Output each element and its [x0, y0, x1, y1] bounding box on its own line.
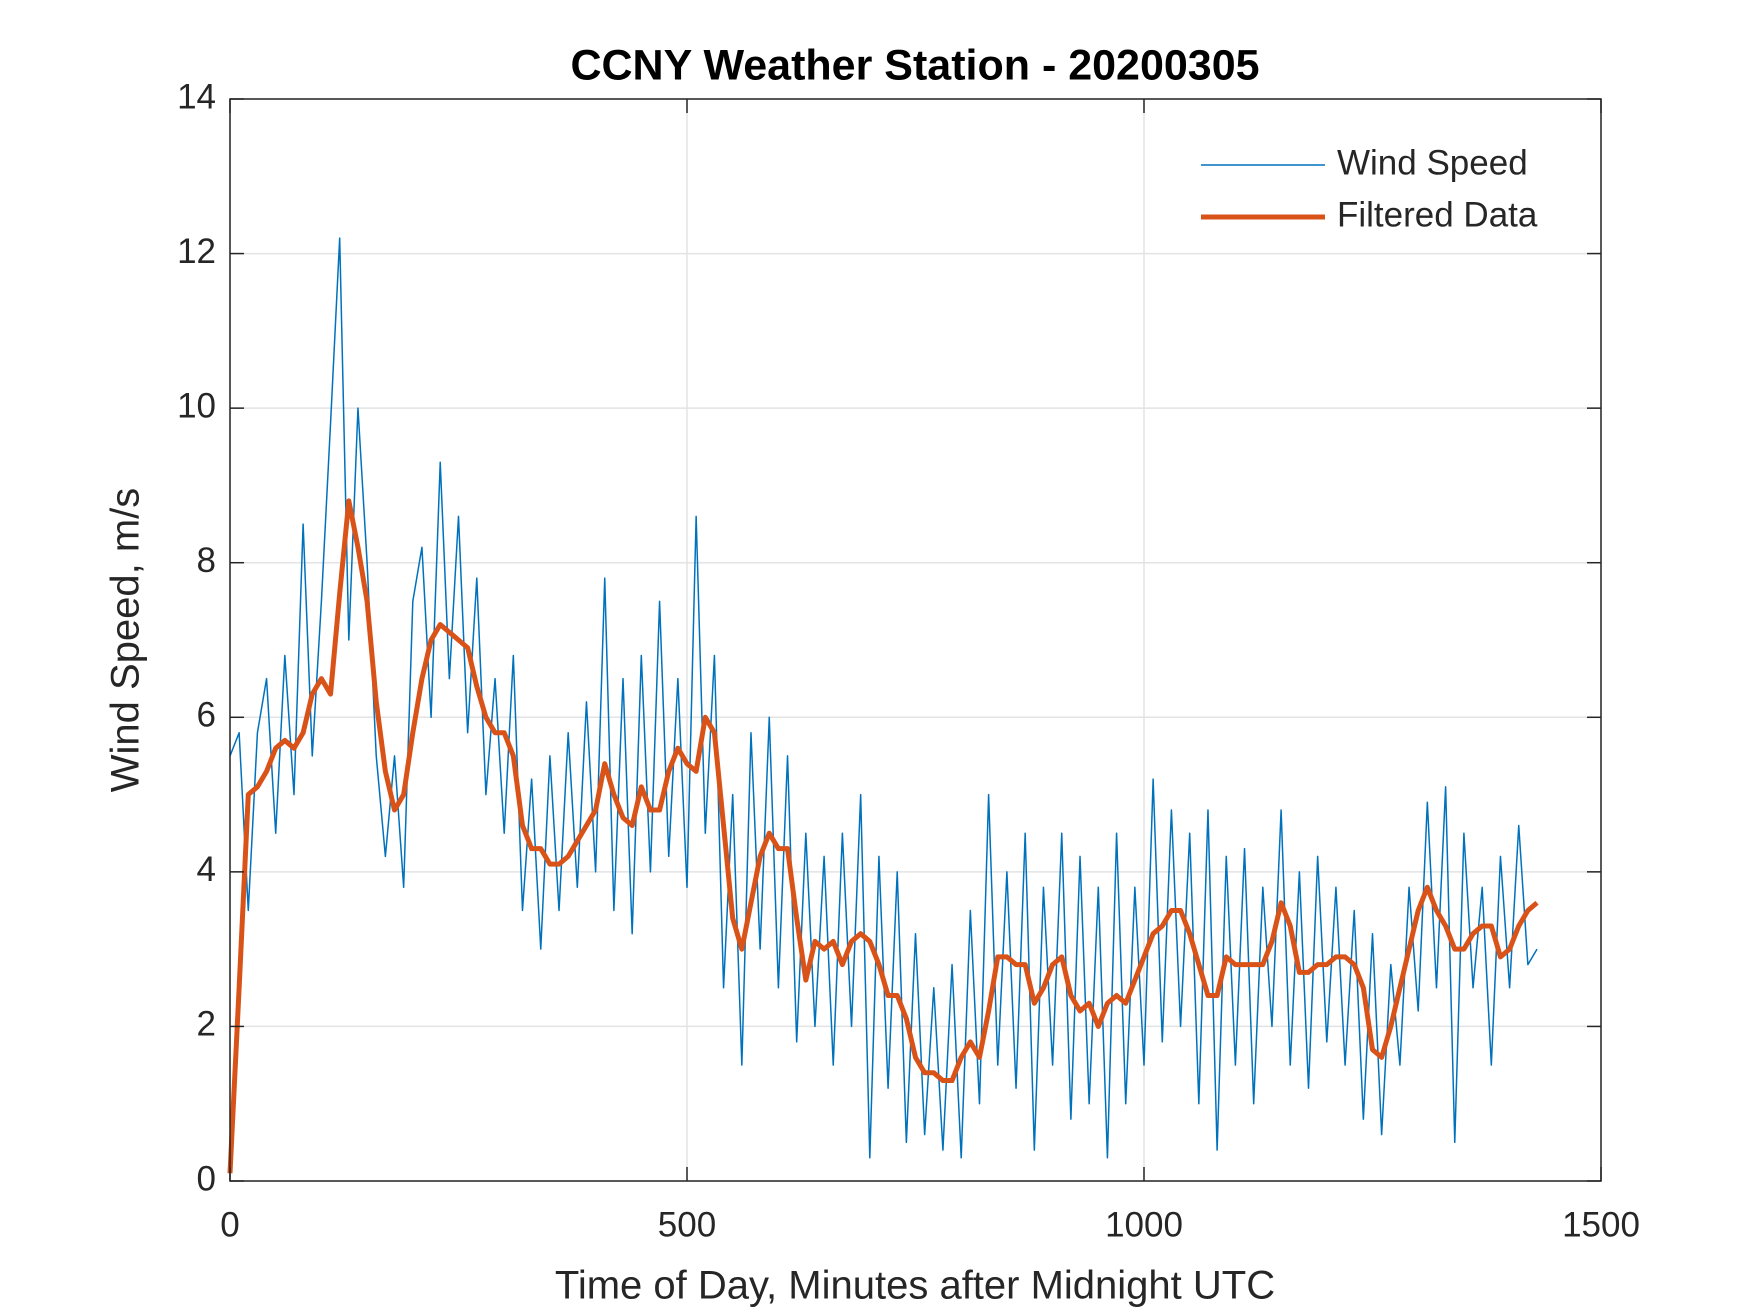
y-tick-label: 10 [177, 386, 216, 425]
x-tick-label: 1000 [1105, 1205, 1183, 1244]
y-tick-label: 0 [197, 1159, 216, 1198]
x-tick-label: 0 [220, 1205, 239, 1244]
chart-title: CCNY Weather Station - 20200305 [570, 41, 1259, 89]
legend: Wind Speed Filtered Data [1201, 143, 1538, 234]
x-tick-label: 1500 [1562, 1205, 1640, 1244]
y-tick-label: 2 [197, 1005, 216, 1044]
y-tick-label: 14 [177, 77, 216, 116]
ticks: 0 500 1000 1500 0 2 4 6 8 10 12 14 [177, 77, 1640, 1244]
y-tick-label: 6 [197, 696, 216, 735]
x-axis-label: Time of Day, Minutes after Midnight UTC [555, 1264, 1275, 1308]
plot-area [227, 237, 1539, 1174]
y-tick-label: 12 [177, 232, 216, 271]
legend-label: Filtered Data [1337, 195, 1538, 234]
axes-box [229, 98, 1602, 1182]
grid [229, 98, 1602, 1182]
y-tick-label: 8 [197, 541, 216, 580]
series-line [227, 498, 1539, 1174]
y-axis-label: Wind Speed, m/s [104, 488, 148, 793]
x-tick-label: 500 [658, 1205, 716, 1244]
y-tick-label: 4 [197, 850, 216, 889]
legend-label: Wind Speed [1337, 143, 1528, 182]
